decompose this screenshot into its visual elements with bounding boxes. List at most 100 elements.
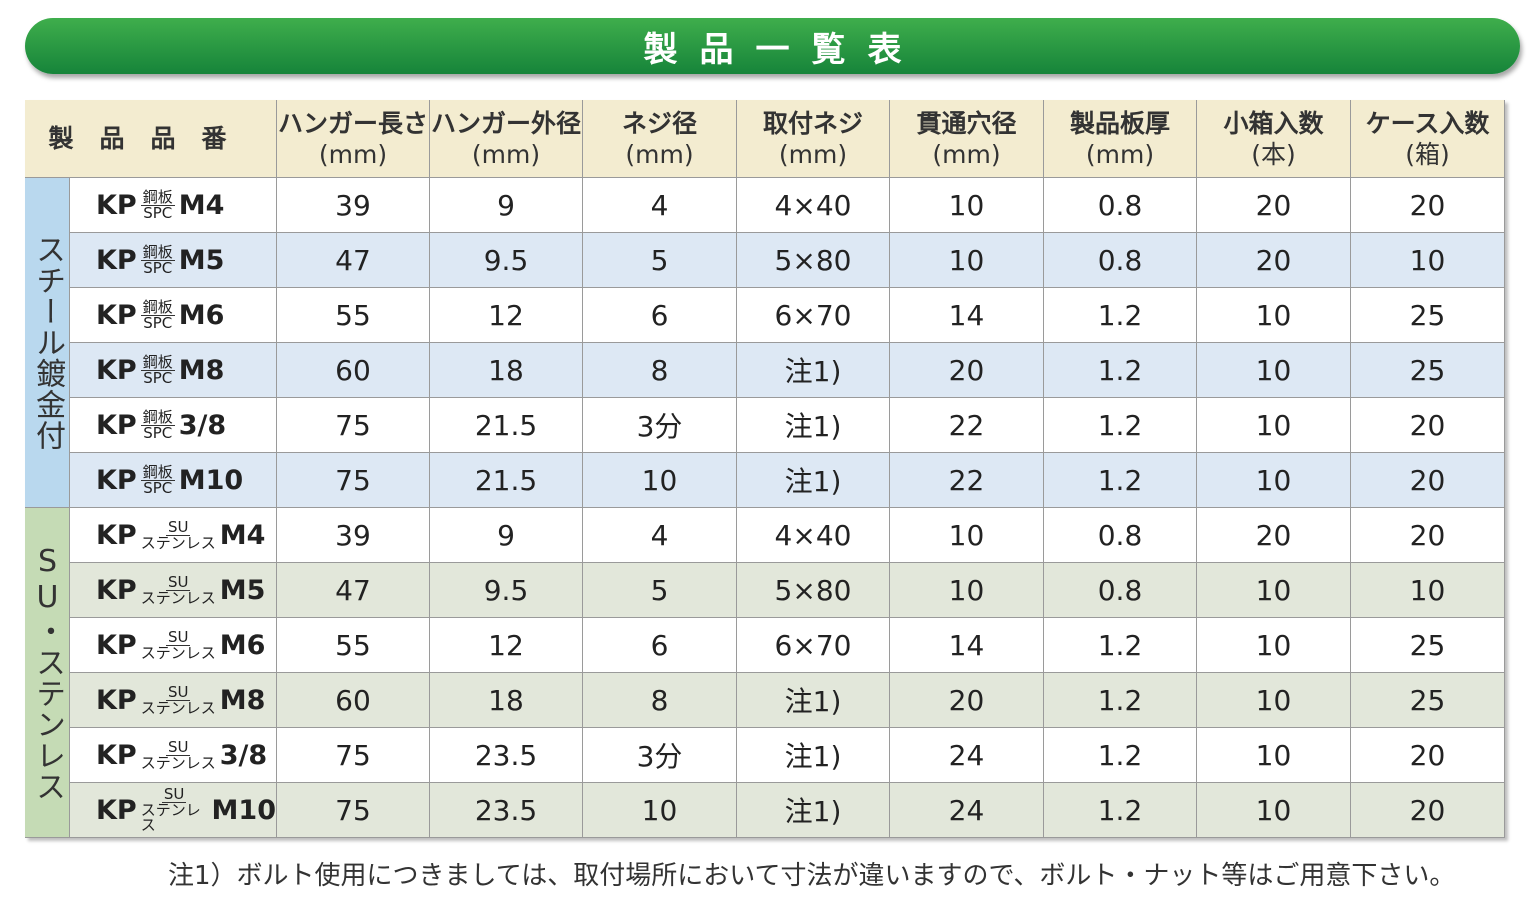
value-cell: 10 (1351, 233, 1505, 288)
value-cell: 10 (1197, 398, 1351, 453)
name-material: 鋼板 SPC (140, 407, 175, 441)
value-cell: 5 (583, 563, 737, 618)
material-bottom: SPC (143, 203, 173, 222)
header-label: ハンガー外径 (430, 108, 581, 138)
name-prefix: KP (96, 794, 137, 826)
value-cell: 3分 (583, 398, 737, 453)
value-cell: 1.2 (1044, 728, 1197, 783)
value-cell: 10 (583, 783, 737, 838)
value-cell: 75 (277, 728, 430, 783)
value-cell: 9.5 (430, 233, 583, 288)
name-size: M6 (178, 299, 225, 331)
value-cell: 75 (277, 453, 430, 508)
value-cell: 25 (1351, 618, 1505, 673)
product-name: KP 鋼板 SPC 3/8 (70, 398, 277, 453)
value-cell: 10 (890, 563, 1044, 618)
name-material: 鋼板 SPC (140, 242, 175, 276)
name-size: M10 (178, 464, 244, 496)
name-material: 鋼板 SPC (140, 464, 175, 496)
value-cell: 6×70 (737, 288, 890, 343)
value-cell: 注1) (737, 728, 890, 783)
material-bottom: ステンレス (140, 801, 201, 834)
header-cell: 製品品番 (25, 100, 277, 178)
name-size: M6 (219, 629, 266, 661)
value-cell: 12 (430, 618, 583, 673)
header-unit: (本) (1251, 139, 1296, 169)
material-bottom: ステンレス (140, 533, 216, 552)
value-cell: 10 (1197, 728, 1351, 783)
name-size: M8 (178, 354, 225, 386)
value-cell: 25 (1351, 288, 1505, 343)
header-cell: ネジ径 (mm) (583, 100, 737, 178)
material-top: 鋼板 (140, 187, 175, 206)
material-bottom: SPC (143, 368, 173, 387)
value-cell: 5×80 (737, 563, 890, 618)
value-cell: 10 (890, 178, 1044, 233)
value-cell: 9 (430, 508, 583, 563)
value-cell: 20 (1197, 508, 1351, 563)
material-top: SU (165, 737, 191, 756)
header-label: 貫通穴径 (916, 108, 1017, 138)
name-size: 3/8 (219, 739, 268, 771)
value-cell: 8 (583, 673, 737, 728)
value-cell: 20 (1351, 178, 1505, 233)
value-cell: 10 (1197, 563, 1351, 618)
value-cell: 1.2 (1044, 343, 1197, 398)
product-name: KP SU ステンレス M10 (70, 783, 277, 838)
value-cell: 60 (277, 673, 430, 728)
header-unit: (mm) (778, 139, 848, 169)
value-cell: 1.2 (1044, 618, 1197, 673)
name-material: SU ステンレス (140, 629, 216, 662)
product-name: KP 鋼板 SPC M6 (70, 288, 277, 343)
value-cell: 0.8 (1044, 233, 1197, 288)
value-cell: 21.5 (430, 398, 583, 453)
value-cell: 75 (277, 783, 430, 838)
header-cell: ハンガー長さ (mm) (277, 100, 430, 178)
name-prefix: KP (96, 299, 137, 331)
value-cell: 22 (890, 398, 1044, 453)
value-cell: 1.2 (1044, 673, 1197, 728)
value-cell: 20 (890, 673, 1044, 728)
title: 製品一覧表 (643, 29, 924, 70)
header-label: ハンガー長さ (277, 108, 428, 138)
value-cell: 25 (1351, 343, 1505, 398)
value-cell: 注1) (737, 673, 890, 728)
value-cell: 20 (890, 343, 1044, 398)
name-material: SU ステンレス (140, 737, 216, 772)
material-bottom: ステンレス (140, 643, 216, 662)
product-name: KP SU ステンレス M6 (70, 618, 277, 673)
header-label: ケース入数 (1365, 108, 1490, 138)
value-cell: 4 (583, 178, 737, 233)
material-top: 鋼板 (140, 407, 175, 426)
name-material: SU ステンレス (141, 787, 208, 833)
value-cell: 注1) (737, 343, 890, 398)
header-unit: (mm) (625, 139, 694, 169)
product-name: KP SU ステンレス M8 (70, 673, 277, 728)
value-cell: 10 (1197, 618, 1351, 673)
value-cell: 23.5 (430, 728, 583, 783)
name-size: M4 (178, 189, 225, 221)
header-unit: (mm) (932, 139, 1001, 169)
value-cell: 18 (430, 673, 583, 728)
value-cell: 39 (277, 178, 430, 233)
value-cell: 10 (1197, 783, 1351, 838)
value-cell: 24 (890, 783, 1044, 838)
name-prefix: KP (96, 739, 137, 771)
group-label: スチール鍍金付 (25, 178, 70, 508)
name-prefix: KP (96, 354, 137, 386)
material-bottom: ステンレス (140, 753, 216, 772)
product-name: KP 鋼板 SPC M10 (70, 453, 277, 508)
name-material: 鋼板 SPC (140, 187, 175, 222)
value-cell: 9.5 (430, 563, 583, 618)
name-size: M5 (178, 244, 225, 276)
footnote: 注1）ボルト使用につきましては、取付場所において寸法が違いますので、ボルト・ナッ… (168, 861, 1456, 891)
value-cell: 10 (890, 233, 1044, 288)
value-cell: 20 (1351, 728, 1505, 783)
title-bar: 製品一覧表 (25, 18, 1520, 74)
material-top: 鋼板 (140, 242, 175, 261)
value-cell: 10 (890, 508, 1044, 563)
value-cell: 25 (1351, 673, 1505, 728)
value-cell: 1.2 (1044, 288, 1197, 343)
value-cell: 5×80 (737, 233, 890, 288)
header-cell: 取付ネジ (mm) (737, 100, 890, 178)
